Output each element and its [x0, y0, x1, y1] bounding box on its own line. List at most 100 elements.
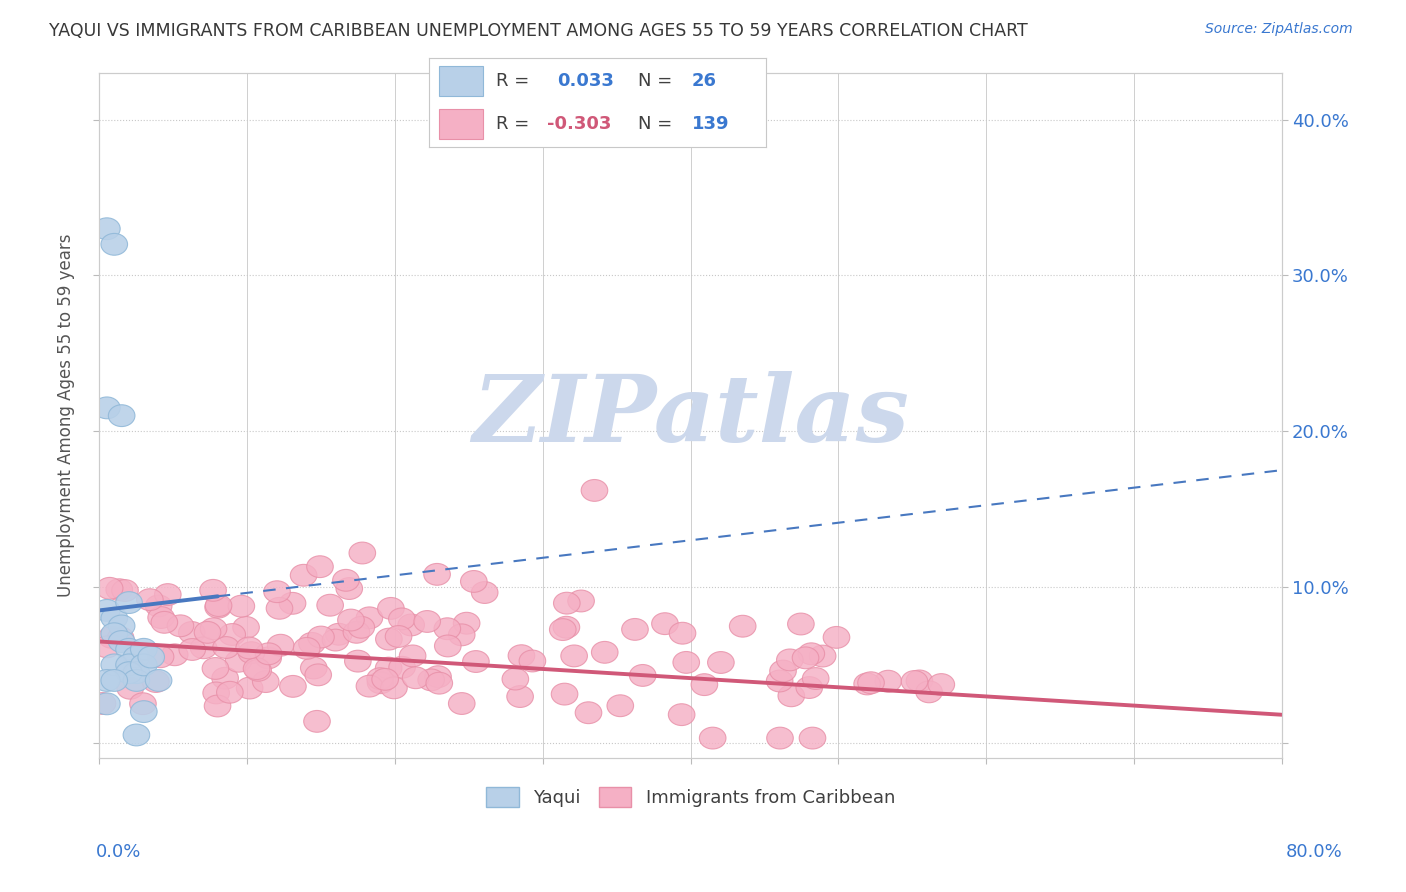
- Ellipse shape: [426, 673, 453, 694]
- Ellipse shape: [803, 667, 830, 690]
- Ellipse shape: [418, 669, 444, 690]
- Ellipse shape: [630, 665, 657, 686]
- Ellipse shape: [205, 596, 232, 618]
- Ellipse shape: [202, 682, 229, 704]
- Ellipse shape: [506, 686, 533, 707]
- Ellipse shape: [301, 657, 328, 679]
- Ellipse shape: [124, 670, 149, 691]
- Ellipse shape: [253, 671, 278, 692]
- Ellipse shape: [136, 589, 163, 610]
- Ellipse shape: [776, 649, 803, 671]
- Ellipse shape: [568, 591, 595, 612]
- Ellipse shape: [179, 639, 205, 660]
- Text: 0.033: 0.033: [557, 72, 614, 90]
- Ellipse shape: [799, 727, 825, 749]
- Ellipse shape: [200, 618, 226, 640]
- Ellipse shape: [142, 671, 169, 692]
- Ellipse shape: [385, 625, 412, 648]
- Ellipse shape: [766, 670, 793, 692]
- Ellipse shape: [787, 613, 814, 635]
- Ellipse shape: [145, 670, 172, 691]
- Ellipse shape: [471, 582, 498, 603]
- Ellipse shape: [107, 627, 134, 648]
- Ellipse shape: [94, 218, 120, 240]
- Ellipse shape: [212, 637, 239, 658]
- Ellipse shape: [371, 668, 398, 690]
- Ellipse shape: [402, 667, 429, 689]
- Text: N =: N =: [638, 72, 672, 90]
- Ellipse shape: [124, 646, 149, 668]
- Ellipse shape: [453, 612, 479, 634]
- Ellipse shape: [449, 624, 475, 646]
- Ellipse shape: [105, 579, 132, 600]
- Ellipse shape: [162, 644, 188, 665]
- Ellipse shape: [799, 643, 824, 665]
- Ellipse shape: [769, 660, 796, 682]
- Ellipse shape: [124, 662, 149, 683]
- Ellipse shape: [219, 624, 246, 646]
- Ellipse shape: [148, 607, 174, 629]
- Ellipse shape: [256, 643, 281, 665]
- Ellipse shape: [336, 578, 363, 599]
- Ellipse shape: [692, 673, 717, 696]
- Ellipse shape: [398, 614, 425, 636]
- Ellipse shape: [267, 634, 294, 657]
- Ellipse shape: [778, 685, 804, 706]
- Ellipse shape: [875, 670, 901, 692]
- Ellipse shape: [461, 571, 486, 592]
- Legend: Yaqui, Immigrants from Caribbean: Yaqui, Immigrants from Caribbean: [479, 780, 903, 814]
- Ellipse shape: [434, 635, 461, 657]
- Ellipse shape: [266, 598, 292, 619]
- Ellipse shape: [131, 654, 157, 676]
- Ellipse shape: [94, 670, 120, 691]
- Text: YAQUI VS IMMIGRANTS FROM CARIBBEAN UNEMPLOYMENT AMONG AGES 55 TO 59 YEARS CORREL: YAQUI VS IMMIGRANTS FROM CARIBBEAN UNEMP…: [49, 22, 1028, 40]
- Ellipse shape: [101, 234, 128, 255]
- Ellipse shape: [236, 677, 263, 699]
- Ellipse shape: [202, 657, 229, 680]
- Text: -0.303: -0.303: [547, 115, 612, 133]
- Ellipse shape: [325, 624, 352, 645]
- Ellipse shape: [117, 677, 143, 699]
- Ellipse shape: [621, 618, 648, 640]
- Ellipse shape: [280, 675, 307, 698]
- Ellipse shape: [108, 631, 135, 652]
- Ellipse shape: [592, 641, 619, 664]
- Ellipse shape: [233, 616, 259, 639]
- Ellipse shape: [217, 681, 243, 703]
- Ellipse shape: [115, 591, 142, 614]
- Ellipse shape: [575, 702, 602, 723]
- Ellipse shape: [367, 668, 394, 690]
- Text: R =: R =: [496, 115, 530, 133]
- Ellipse shape: [138, 646, 165, 668]
- Ellipse shape: [388, 608, 415, 630]
- FancyBboxPatch shape: [439, 66, 482, 96]
- Ellipse shape: [389, 657, 415, 678]
- Ellipse shape: [730, 615, 756, 637]
- Ellipse shape: [823, 626, 849, 648]
- Text: 26: 26: [692, 72, 717, 90]
- Ellipse shape: [131, 701, 157, 723]
- Ellipse shape: [101, 623, 128, 645]
- Ellipse shape: [148, 646, 174, 667]
- Text: 0.0%: 0.0%: [96, 843, 141, 861]
- Ellipse shape: [554, 592, 581, 614]
- Ellipse shape: [115, 654, 142, 676]
- Ellipse shape: [131, 639, 157, 660]
- Ellipse shape: [425, 665, 451, 688]
- Ellipse shape: [553, 616, 579, 638]
- Ellipse shape: [502, 668, 529, 690]
- Ellipse shape: [304, 710, 330, 732]
- Ellipse shape: [905, 670, 932, 692]
- Ellipse shape: [108, 615, 135, 637]
- Ellipse shape: [810, 645, 837, 667]
- Ellipse shape: [200, 580, 226, 601]
- Ellipse shape: [89, 692, 115, 714]
- Ellipse shape: [551, 683, 578, 705]
- Ellipse shape: [204, 695, 231, 717]
- Text: Source: ZipAtlas.com: Source: ZipAtlas.com: [1205, 22, 1353, 37]
- Ellipse shape: [294, 638, 321, 659]
- Ellipse shape: [280, 592, 307, 615]
- Ellipse shape: [796, 677, 823, 698]
- Ellipse shape: [115, 639, 142, 660]
- Ellipse shape: [167, 615, 194, 637]
